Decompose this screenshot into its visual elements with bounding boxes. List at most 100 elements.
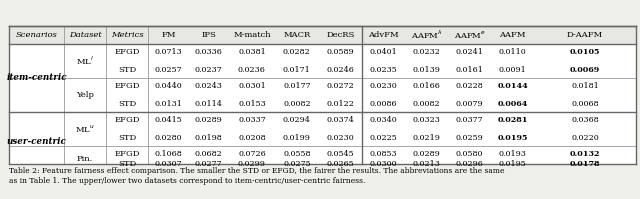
Text: 0.0079: 0.0079 (456, 100, 483, 107)
Text: 0.0086: 0.0086 (370, 100, 397, 107)
Text: D-AAFM: D-AAFM (567, 31, 604, 39)
Text: 0.0259: 0.0259 (456, 134, 483, 141)
Text: 0.0181: 0.0181 (572, 83, 599, 91)
Text: 0.0289: 0.0289 (195, 116, 222, 125)
Text: 0.0323: 0.0323 (413, 116, 440, 125)
Text: MACR: MACR (284, 31, 310, 39)
Text: 0.0068: 0.0068 (572, 100, 599, 107)
Text: 0.0235: 0.0235 (370, 65, 397, 73)
Text: 0.0195: 0.0195 (499, 160, 527, 168)
Text: 0.0294: 0.0294 (283, 116, 311, 125)
Text: 0.0545: 0.0545 (326, 150, 354, 158)
Text: Pin.: Pin. (77, 155, 93, 163)
Text: EFGD: EFGD (115, 83, 140, 91)
Text: 0.0082: 0.0082 (413, 100, 440, 107)
Text: 0.0082: 0.0082 (283, 100, 310, 107)
Text: STD: STD (118, 134, 136, 141)
Text: 0.0243: 0.0243 (195, 83, 223, 91)
Text: 0.0374: 0.0374 (326, 116, 354, 125)
Text: STD: STD (118, 100, 136, 107)
Text: 0.0713: 0.0713 (155, 49, 182, 57)
Text: 0.0401: 0.0401 (370, 49, 397, 57)
Text: 0.0144: 0.0144 (497, 83, 528, 91)
Text: 0.0161: 0.0161 (456, 65, 484, 73)
Text: 0.0853: 0.0853 (370, 150, 397, 158)
Text: Table 2: Feature fairness effect comparison. The smaller the STD or EFGD, the fa: Table 2: Feature fairness effect compari… (9, 167, 504, 175)
Text: Yelp: Yelp (76, 91, 94, 99)
Text: STD: STD (118, 65, 136, 73)
Text: EFGD: EFGD (115, 49, 140, 57)
Text: 0.0280: 0.0280 (155, 134, 182, 141)
Text: 0.0336: 0.0336 (195, 49, 223, 57)
Text: Dataset: Dataset (68, 31, 101, 39)
Text: 0.0299: 0.0299 (238, 160, 266, 168)
Text: 0.0301: 0.0301 (238, 83, 266, 91)
Text: 0.0246: 0.0246 (326, 65, 354, 73)
Text: 0.0122: 0.0122 (326, 100, 354, 107)
Text: 0.0225: 0.0225 (370, 134, 397, 141)
Text: ML$^u$: ML$^u$ (76, 124, 95, 135)
Text: Scenarios: Scenarios (16, 31, 58, 39)
Text: 0.0153: 0.0153 (238, 100, 266, 107)
Text: 0.0069: 0.0069 (570, 65, 600, 73)
Text: 0.0091: 0.0091 (499, 65, 527, 73)
Text: 0.0580: 0.0580 (456, 150, 483, 158)
Text: 0.0272: 0.0272 (326, 83, 354, 91)
Text: IPS: IPS (201, 31, 216, 39)
Text: 0.0139: 0.0139 (413, 65, 440, 73)
Text: 0.0289: 0.0289 (413, 150, 440, 158)
Text: 0.0230: 0.0230 (370, 83, 397, 91)
Text: 0.0275: 0.0275 (283, 160, 310, 168)
Text: 0.0131: 0.0131 (154, 100, 182, 107)
Text: 0.0282: 0.0282 (283, 49, 310, 57)
Text: 0.0105: 0.0105 (570, 49, 600, 57)
Text: 0.0558: 0.0558 (283, 150, 310, 158)
Text: 0.0178: 0.0178 (570, 160, 600, 168)
Text: 0.0277: 0.0277 (195, 160, 222, 168)
Text: 0.0337: 0.0337 (238, 116, 266, 125)
Text: 0.0220: 0.0220 (572, 134, 599, 141)
Text: 0.0281: 0.0281 (497, 116, 528, 125)
Text: 0.0171: 0.0171 (283, 65, 310, 73)
Text: 0.0064: 0.0064 (497, 100, 528, 107)
Text: 0.0193: 0.0193 (499, 150, 527, 158)
Text: EFGD: EFGD (115, 150, 140, 158)
Text: 0.0257: 0.0257 (155, 65, 182, 73)
Text: 0.0166: 0.0166 (413, 83, 440, 91)
Text: 0.0307: 0.0307 (155, 160, 182, 168)
Text: 0.0377: 0.0377 (456, 116, 483, 125)
Text: 0.0199: 0.0199 (283, 134, 311, 141)
Text: STD: STD (118, 160, 136, 168)
Text: 0.0228: 0.0228 (456, 83, 483, 91)
Text: 0.0114: 0.0114 (195, 100, 223, 107)
Text: AdvFM: AdvFM (369, 31, 399, 39)
Text: 0.0195: 0.0195 (497, 134, 528, 141)
Text: DecRS: DecRS (326, 31, 355, 39)
Text: ML$^l$: ML$^l$ (76, 55, 94, 67)
Text: 0.0682: 0.0682 (195, 150, 222, 158)
Text: AAFM$^e$: AAFM$^e$ (454, 29, 486, 41)
Text: 0.0208: 0.0208 (238, 134, 266, 141)
Text: AAFM$^\lambda$: AAFM$^\lambda$ (411, 29, 442, 41)
Text: 0.0340: 0.0340 (370, 116, 397, 125)
Text: M-match: M-match (233, 31, 271, 39)
Text: EFGD: EFGD (115, 116, 140, 125)
Text: 0.0232: 0.0232 (413, 49, 440, 57)
Text: 0.0198: 0.0198 (195, 134, 222, 141)
Text: 0.0440: 0.0440 (155, 83, 182, 91)
Text: 0.1068: 0.1068 (155, 150, 182, 158)
Text: 0.0213: 0.0213 (413, 160, 440, 168)
Text: 0.0241: 0.0241 (456, 49, 484, 57)
Text: 0.0237: 0.0237 (195, 65, 222, 73)
Text: 0.0230: 0.0230 (326, 134, 354, 141)
Text: 0.0726: 0.0726 (238, 150, 266, 158)
Text: 0.0265: 0.0265 (326, 160, 354, 168)
Text: 0.0300: 0.0300 (370, 160, 397, 168)
Text: 0.0236: 0.0236 (238, 65, 266, 73)
Text: 0.0589: 0.0589 (326, 49, 354, 57)
Text: 0.0368: 0.0368 (572, 116, 599, 125)
Text: 0.0110: 0.0110 (499, 49, 527, 57)
Text: FM: FM (161, 31, 176, 39)
Text: Metrics: Metrics (111, 31, 143, 39)
Bar (9, 26, 636, 44)
